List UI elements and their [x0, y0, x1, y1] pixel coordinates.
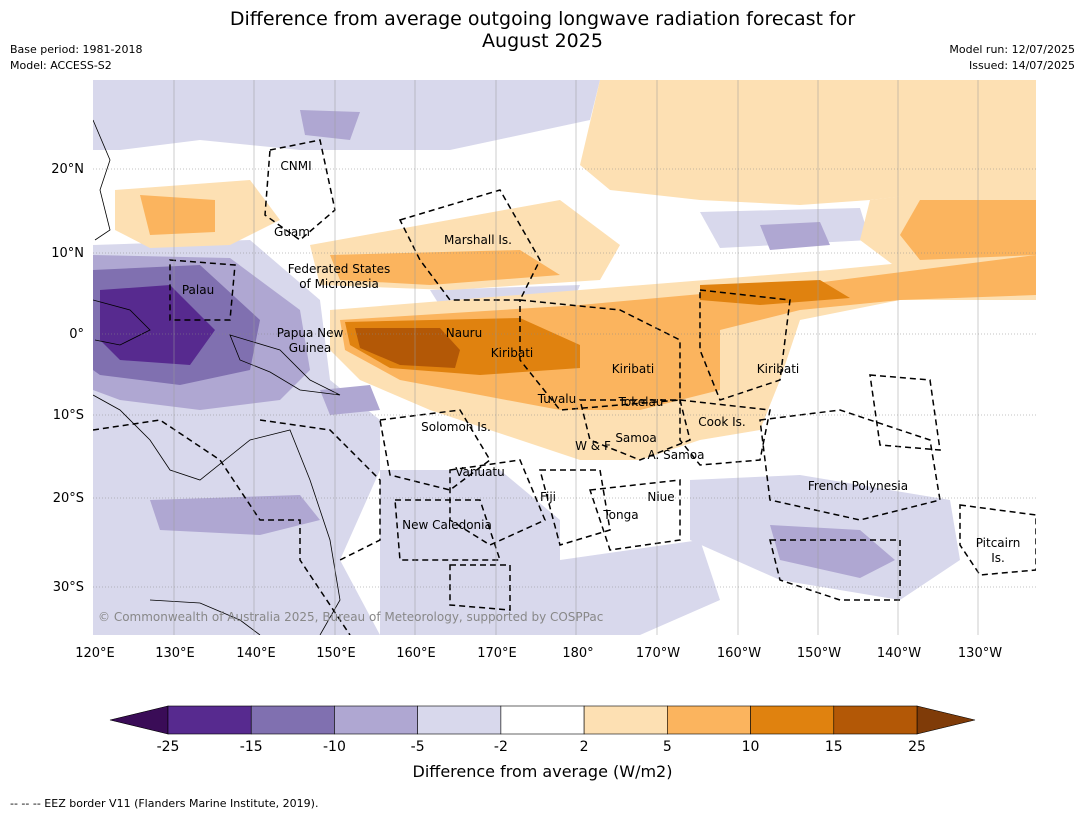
lon-tick: 170°E [477, 646, 517, 661]
colorbar-tick: -2 [494, 739, 508, 755]
lat-tick: 10°S [53, 408, 84, 423]
colorbar-tick: -25 [157, 739, 180, 755]
place-kiribati-e: Kiribati [757, 362, 799, 376]
colorbar-segment [500, 705, 585, 735]
colorbar-segment [583, 705, 668, 735]
lat-tick: 30°S [53, 580, 84, 595]
meridians [173, 80, 979, 635]
colorbar-segment [833, 705, 918, 735]
base-period: Base period: 1981-2018 [10, 43, 143, 56]
place-cook: Cook Is. [698, 415, 745, 429]
map-title: Difference from average outgoing longwav… [229, 8, 856, 52]
colorbar: -25 -15 -10 -5 -2 2 5 10 15 25 [109, 705, 976, 755]
place-niue: Niue [647, 490, 674, 504]
lon-tick: 170°W [636, 646, 680, 661]
place-french-polynesia: French Polynesia [808, 479, 908, 493]
colorbar-tick: 10 [742, 739, 760, 755]
lon-tick: 160°E [396, 646, 436, 661]
lat-tick: 20°S [53, 491, 84, 506]
lat-tick: 20°N [51, 162, 84, 177]
colorbar-tick: 15 [825, 739, 843, 755]
colorbar-tick: 5 [663, 739, 672, 755]
eez-borders [93, 139, 1036, 635]
colorbar-segment [334, 705, 418, 735]
lon-tick: 180° [562, 646, 593, 661]
lon-tick: 130°W [958, 646, 1002, 661]
place-marshall: Marshall Is. [444, 233, 512, 247]
model-run: Model run: 12/07/2025 [949, 43, 1075, 56]
place-palau: Palau [182, 283, 214, 297]
colorbar-segment [167, 705, 252, 735]
place-pitcairn-2: Is. [991, 551, 1005, 565]
place-guam: Guam [274, 225, 310, 239]
place-wf: W & F [575, 439, 611, 453]
olr-positive-strongest [355, 328, 460, 368]
lon-axis: 120°E 130°E 140°E 150°E 160°E 170°E 180°… [75, 646, 1002, 661]
lat-tick: 0° [69, 327, 84, 342]
lon-tick: 130°E [155, 646, 195, 661]
map-area [93, 80, 1036, 635]
colorbar-segment [417, 705, 502, 735]
model-name: Model: ACCESS-S2 [10, 59, 112, 72]
lat-tick: 10°N [51, 246, 84, 261]
lat-axis: 20°N 10°N 0° 10°S 20°S 30°S [51, 162, 84, 595]
gridlines [93, 168, 1036, 588]
lon-tick: 120°E [75, 646, 115, 661]
place-nauru: Nauru [446, 326, 482, 340]
lon-tick: 140°E [236, 646, 276, 661]
place-png-2: Guinea [289, 341, 332, 355]
colorbar-segment [750, 705, 835, 735]
colorbar-tick: 2 [580, 739, 589, 755]
colorbar-tick: 25 [908, 739, 926, 755]
place-fiji: Fiji [540, 490, 556, 504]
lon-tick: 150°E [316, 646, 356, 661]
place-samoa: Samoa [615, 431, 656, 445]
meta-left: Base period: 1981-2018 Model: ACCESS-S2 [10, 42, 142, 74]
issued-date: Issued: 14/07/2025 [968, 59, 1075, 72]
lon-tick: 140°W [877, 646, 921, 661]
place-tonga: Tonga [602, 508, 638, 522]
copyright-notice: © Commonwealth of Australia 2025, Bureau… [98, 610, 604, 624]
place-solomon: Solomon Is. [421, 420, 491, 434]
place-png-1: Papua New [277, 326, 344, 340]
place-new-caledonia: New Caledonia [402, 518, 492, 532]
meta-right: Model run: 12/07/2025 Issued: 14/07/2025 [949, 42, 1075, 74]
colorbar-max-extend [916, 705, 976, 735]
eez-footnote: -- -- -- EEZ border V11 (Flanders Marine… [10, 797, 319, 810]
place-kiribati-c: Kiribati [612, 362, 654, 376]
place-asamoa: A. Samoa [648, 448, 705, 462]
place-labels: CNMI Guam Marshall Is. Federated States … [182, 159, 1020, 565]
colorbar-title: Difference from average (W/m2) [412, 762, 673, 781]
place-tuvalu: Tuvalu [537, 392, 577, 406]
colorbar-tick: -5 [411, 739, 425, 755]
olr-negative-strongest [100, 285, 215, 365]
colorbar-min-extend [109, 705, 169, 735]
lon-tick: 150°W [797, 646, 841, 661]
place-vanuatu: Vanuatu [455, 465, 505, 479]
place-micronesia-1: Federated States [288, 262, 390, 276]
place-pitcairn-1: Pitcairn [976, 536, 1021, 550]
colorbar-segment [667, 705, 751, 735]
colorbar-segment [250, 705, 335, 735]
coastlines [93, 119, 341, 635]
colorbar-tick: -10 [323, 739, 346, 755]
place-kiribati-w: Kiribati [491, 346, 533, 360]
place-tokelau: Tokelau [618, 395, 664, 409]
place-cnmi: CNMI [280, 159, 311, 173]
lon-tick: 160°W [717, 646, 761, 661]
colorbar-tick: -15 [240, 739, 263, 755]
place-micronesia-2: of Micronesia [299, 277, 379, 291]
